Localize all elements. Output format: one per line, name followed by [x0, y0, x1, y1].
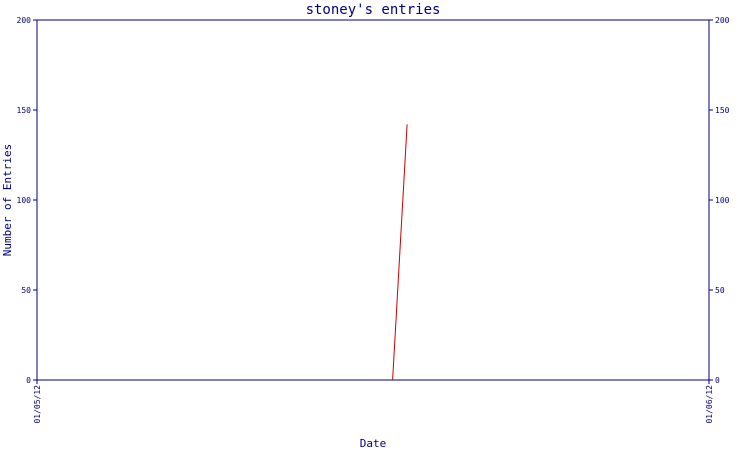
- x-tick-label: 01/06/12: [705, 385, 714, 424]
- y-tick-label-right: 150: [715, 106, 730, 115]
- y-tick-label-right: 100: [715, 196, 730, 205]
- y-tick-label-right: 0: [715, 376, 720, 385]
- y-axis-left: 0 50 100 150 200: [17, 16, 37, 385]
- y-axis-right: 0 50 100 150 200: [709, 16, 730, 385]
- y-tick-label-right: 200: [715, 16, 730, 25]
- series-layer: [392, 124, 408, 381]
- series-line: [392, 124, 408, 381]
- y-axis-title: Number of Entries: [1, 144, 14, 257]
- y-tick-label: 100: [17, 196, 32, 205]
- y-tick-label: 50: [21, 286, 31, 295]
- x-axis: 01/05/12 01/06/12: [33, 380, 714, 424]
- chart-title: stoney's entries: [306, 2, 441, 18]
- y-tick-label: 200: [17, 16, 32, 25]
- y-tick-label-right: 50: [715, 286, 725, 295]
- y-tick-label: 150: [17, 106, 32, 115]
- y-tick-label: 0: [26, 376, 31, 385]
- x-tick-label: 01/05/12: [33, 385, 42, 424]
- x-axis-title: Date: [360, 437, 387, 450]
